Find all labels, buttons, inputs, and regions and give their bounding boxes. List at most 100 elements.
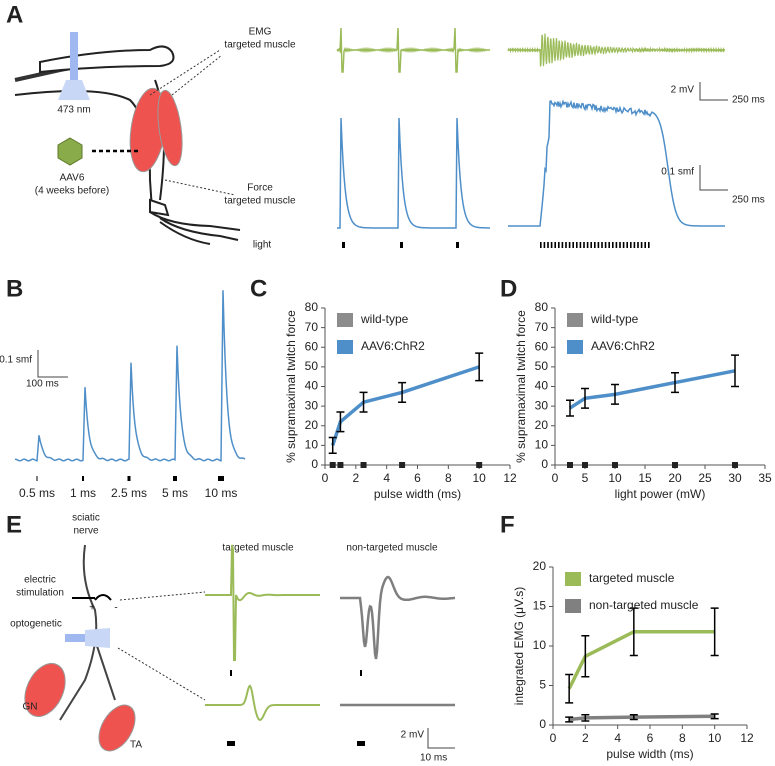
- panel-letter: E: [6, 511, 22, 538]
- marker: [330, 462, 336, 468]
- y-tick-label: 0: [541, 457, 548, 471]
- virus: AAV6: [60, 173, 85, 184]
- y-tick-label: 5: [539, 678, 546, 692]
- x-axis-label: light power (mW): [615, 487, 706, 501]
- stim-label: electric: [24, 575, 56, 586]
- light-pulse: [551, 242, 553, 248]
- y-axis-label: integrated EMG (μV.s): [512, 587, 526, 706]
- scale-label: 0.1 smf: [661, 167, 694, 178]
- y-axis-label: % supramaximal twitch force: [514, 310, 528, 463]
- callout-lines: [118, 592, 205, 700]
- legend-swatch: [567, 340, 583, 354]
- y-tick-label: 15: [533, 599, 547, 613]
- x-tick-label: 6: [647, 731, 654, 745]
- light-pulse: [580, 242, 582, 248]
- x-tick-label: 8: [445, 471, 452, 485]
- light-cone: [85, 628, 110, 648]
- panel-letter: B: [6, 275, 23, 302]
- y-tick-label: 50: [535, 359, 549, 373]
- scale-label: 0.1 smf: [0, 355, 32, 366]
- trace: [15, 290, 245, 461]
- x-tick-label: 35: [758, 471, 772, 485]
- x-tick-label: 2: [352, 471, 359, 485]
- series-line: [570, 371, 735, 408]
- x-tick-label: 2: [582, 731, 589, 745]
- x-axis-label: pulse width (ms): [374, 487, 461, 501]
- y-tick-label: 20: [533, 559, 547, 573]
- legend-label: non-targeted muscle: [589, 598, 699, 612]
- marker: [399, 462, 405, 468]
- trace: [337, 28, 490, 72]
- scale-label: 250 ms: [732, 195, 765, 206]
- x-tick-label: 12: [503, 471, 517, 485]
- light-pulse: [641, 242, 643, 248]
- legend-label: wild-type: [590, 312, 639, 326]
- pulse-label: 10 ms: [205, 486, 238, 500]
- x-tick-label: 10: [608, 471, 622, 485]
- light-fiber: [70, 32, 78, 82]
- x-tick-label: 12: [740, 731, 754, 745]
- legend-label: wild-type: [360, 312, 409, 326]
- x-tick-label: 0: [322, 471, 329, 485]
- y-tick-label: 40: [305, 379, 319, 393]
- x-tick-label: 30: [728, 471, 742, 485]
- series-line: [569, 632, 715, 689]
- y-tick-label: 40: [535, 379, 549, 393]
- marker: [361, 462, 367, 468]
- light-pulse: [598, 242, 600, 248]
- legend-swatch: [337, 340, 353, 354]
- marker: [612, 462, 618, 468]
- legend-swatch: [567, 313, 583, 327]
- x-tick-label: 10: [472, 471, 486, 485]
- stimulus-mark: [230, 670, 232, 676]
- light-pulse: [82, 476, 84, 481]
- light-pulse: [576, 242, 578, 248]
- series-line: [569, 716, 715, 719]
- column-label: non-targeted muscle: [346, 543, 438, 554]
- y-tick-label: 70: [535, 320, 549, 334]
- light-pulse: [601, 242, 603, 248]
- polarity: -: [114, 603, 117, 614]
- panel-letter: D: [500, 275, 517, 302]
- y-tick-label: 50: [305, 359, 319, 373]
- pulse-label: 2.5 ms: [111, 486, 147, 500]
- legend-swatch: [337, 313, 353, 327]
- y-tick-label: 80: [305, 300, 319, 314]
- light-pulse: [634, 242, 636, 248]
- light-pulse: [544, 242, 546, 248]
- light-pulse: [558, 242, 560, 248]
- panel-letter: A: [6, 1, 23, 28]
- light-pulse: [605, 242, 607, 248]
- y-tick-label: 20: [535, 418, 549, 432]
- y-tick-label: 0: [311, 457, 318, 471]
- virus-icon: [58, 138, 82, 165]
- virus-time: (4 weeks before): [35, 186, 109, 197]
- marker: [476, 462, 482, 468]
- stim-label: stimulation: [16, 588, 64, 599]
- force-label: Force: [247, 183, 273, 194]
- light-pulse: [616, 242, 618, 248]
- scale-bar: [428, 728, 455, 748]
- light-pulse: [648, 242, 650, 248]
- light-pulse: [456, 242, 459, 248]
- scale-label: 2 mV: [671, 85, 695, 96]
- trace: [337, 118, 490, 228]
- light-pulse: [612, 242, 614, 248]
- legend-swatch: [565, 572, 581, 586]
- y-tick-label: 10: [305, 438, 319, 452]
- light-cone: [58, 80, 90, 100]
- light-pulse: [637, 242, 639, 248]
- y-tick-label: 70: [305, 320, 319, 334]
- legend-label: targeted muscle: [589, 571, 675, 585]
- x-tick-label: 0: [552, 471, 559, 485]
- y-tick-label: 0: [539, 717, 546, 731]
- emg-label: EMG: [249, 27, 272, 38]
- trace: [508, 34, 725, 67]
- trace: [340, 577, 455, 659]
- y-tick-label: 80: [535, 300, 549, 314]
- light-pulse: [572, 242, 574, 248]
- legend-label: AAV6:ChR2: [361, 339, 425, 353]
- emg-sub: targeted muscle: [224, 40, 296, 51]
- x-axis-label: pulse width (ms): [606, 747, 693, 761]
- marker: [337, 462, 343, 468]
